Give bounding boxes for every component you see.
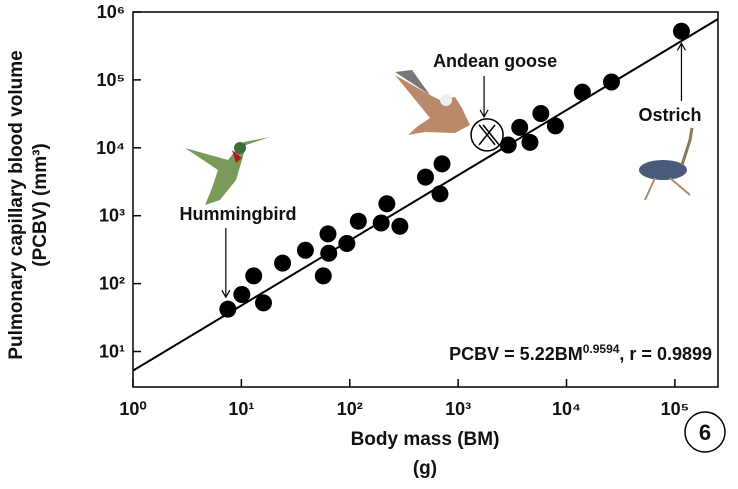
x-tick-label: 10⁰ [119, 399, 146, 419]
ostrich-illustration [639, 127, 694, 201]
y-tick-label: 10⁵ [97, 70, 125, 90]
data-point [532, 104, 550, 122]
equation-prefix: PCBV = 5.22BM [449, 344, 583, 364]
data-point [499, 136, 517, 154]
equation: PCBV = 5.22BM0.9594, r = 0.9899 [449, 342, 712, 364]
y-tick-label: 10¹ [99, 341, 125, 361]
data-point [319, 225, 337, 243]
equation-exponent: 0.9594 [583, 342, 620, 356]
equation-suffix: , r = 0.9899 [619, 344, 712, 364]
x-tick-label: 10⁵ [661, 399, 689, 419]
arrow-head [221, 289, 231, 299]
annotation-label: Ostrich [638, 105, 701, 125]
y-axis-unit: (PCBV) (mm³) [30, 143, 51, 267]
goose-illustration [395, 70, 470, 135]
data-point [338, 234, 356, 252]
data-point [314, 267, 332, 285]
y-tick-label: 10⁶ [97, 2, 125, 22]
arrow-head [479, 109, 489, 119]
annotation-label: Andean goose [433, 51, 557, 71]
y-tick-label: 10² [99, 274, 125, 294]
data-point [431, 185, 449, 203]
data-point [511, 118, 529, 136]
panel-badge [684, 411, 726, 453]
data-point [546, 117, 564, 135]
data-point [372, 214, 390, 232]
data-point [320, 244, 338, 262]
data-point [521, 133, 539, 151]
highlight-cross [478, 124, 500, 146]
data-point [391, 217, 409, 235]
data-point [349, 212, 367, 230]
x-tick-label: 10³ [445, 399, 471, 419]
data-point [219, 300, 237, 318]
y-axis-label: Pulmonary capillary blood volume [6, 50, 27, 359]
data-point [417, 168, 434, 186]
arrow-head [676, 42, 686, 51]
data-point [233, 286, 251, 304]
data-point [433, 155, 451, 173]
x-tick-label: 10⁴ [552, 399, 581, 419]
y-tick-label: 10⁴ [96, 138, 125, 158]
x-axis-label: Body mass (BM) [351, 429, 500, 450]
x-axis-unit: (g) [413, 458, 437, 479]
data-point [378, 195, 396, 213]
x-tick-label: 10² [337, 399, 363, 419]
x-tick-label: 10¹ [228, 399, 254, 419]
hummingbird-illustration [185, 137, 270, 205]
data-point [296, 241, 314, 259]
data-point [573, 83, 591, 101]
panel-label: 6 [699, 420, 711, 445]
data-point [602, 73, 620, 91]
data-point [274, 254, 292, 272]
annotation-label: Hummingbird [180, 204, 297, 224]
data-point [672, 22, 690, 40]
y-tick-label: 10³ [99, 206, 125, 226]
plot-frame [132, 11, 719, 388]
data-point [245, 267, 263, 285]
data-point [254, 294, 272, 312]
